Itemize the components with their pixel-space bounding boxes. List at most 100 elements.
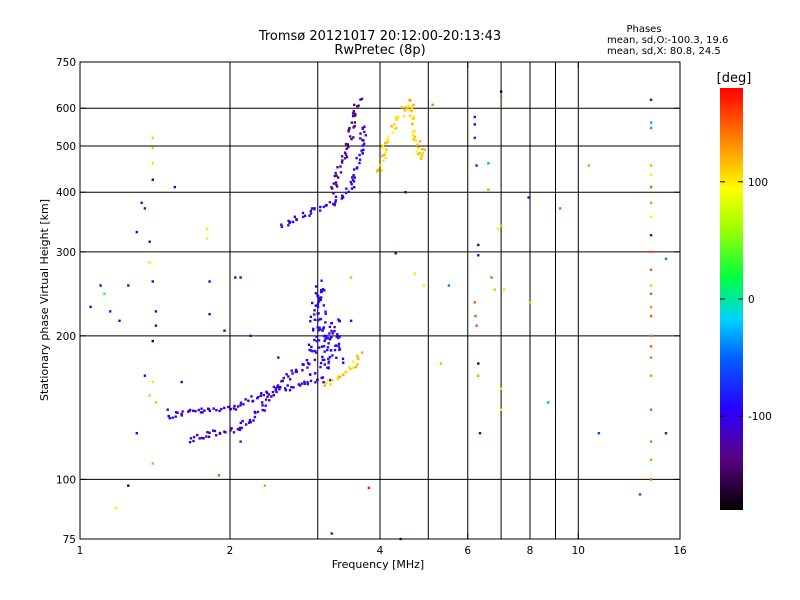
- echo-point: [344, 191, 348, 195]
- echo-point: [313, 313, 316, 316]
- echo-point: [339, 171, 343, 174]
- echo-point: [174, 411, 178, 414]
- echo-point: [319, 365, 322, 369]
- echo-point: [439, 362, 443, 365]
- echo-point: [239, 401, 243, 404]
- echo-point: [239, 276, 242, 279]
- echo-point: [319, 298, 322, 301]
- echo-point: [154, 401, 158, 404]
- echo-point: [323, 384, 326, 387]
- echo-point: [356, 105, 359, 108]
- echo-point: [300, 382, 304, 385]
- echo-point: [276, 385, 279, 389]
- echo-point: [168, 417, 171, 420]
- echo-point: [413, 272, 417, 275]
- echo-point: [431, 103, 434, 106]
- echo-point: [342, 361, 345, 364]
- echo-point: [302, 363, 305, 366]
- echo-point: [499, 387, 503, 390]
- echo-point: [649, 345, 653, 348]
- echo-point: [597, 432, 601, 435]
- echo-point: [315, 340, 319, 343]
- echo-point: [490, 276, 493, 279]
- echo-point: [406, 107, 410, 110]
- echo-point: [334, 181, 338, 184]
- echo-point: [308, 348, 311, 352]
- echo-point: [320, 290, 324, 293]
- echo-point: [384, 151, 387, 154]
- echo-point: [316, 294, 320, 298]
- echo-point: [649, 164, 653, 167]
- echo-point: [301, 369, 304, 372]
- echo-point: [363, 125, 366, 128]
- echo-point: [319, 317, 323, 321]
- echo-point: [338, 348, 341, 352]
- echo-point: [327, 360, 331, 363]
- echo-point: [331, 354, 334, 357]
- colorbar-label: [deg]: [717, 71, 752, 86]
- echo-point: [335, 335, 338, 338]
- data-points: [89, 90, 668, 541]
- echo-point: [559, 207, 562, 210]
- echo-point: [240, 426, 243, 430]
- echo-point: [349, 276, 353, 279]
- echo-point: [649, 268, 653, 271]
- echo-point: [202, 437, 205, 440]
- echo-point: [310, 345, 313, 349]
- echo-point: [151, 280, 154, 283]
- echo-point: [212, 407, 215, 410]
- echo-point: [326, 366, 329, 369]
- echo-point: [208, 280, 211, 283]
- echo-point: [206, 227, 209, 231]
- echo-point: [316, 312, 319, 315]
- echo-point: [316, 304, 319, 307]
- echo-point: [270, 395, 273, 398]
- echo-point: [174, 415, 177, 418]
- echo-point: [253, 410, 256, 414]
- echo-point: [180, 412, 183, 416]
- echo-point: [353, 124, 356, 128]
- echo-point: [361, 138, 364, 142]
- echo-point: [475, 164, 478, 167]
- echo-point: [329, 349, 333, 352]
- echo-point: [341, 357, 345, 360]
- echo-point: [303, 214, 307, 217]
- echo-point: [340, 197, 343, 200]
- echo-point: [349, 135, 352, 138]
- echo-point: [295, 370, 298, 373]
- echo-point: [353, 168, 356, 171]
- echo-point: [242, 403, 245, 406]
- echo-point: [361, 144, 365, 147]
- echo-point: [264, 404, 267, 407]
- echo-point: [353, 176, 356, 179]
- echo-point: [215, 434, 218, 437]
- echo-point: [287, 224, 290, 227]
- echo-point: [302, 215, 305, 219]
- echo-point: [354, 114, 357, 117]
- echo-point: [330, 329, 333, 333]
- echo-point: [319, 289, 323, 292]
- echo-point: [499, 408, 503, 411]
- echo-point: [312, 327, 315, 331]
- echo-point: [341, 194, 344, 197]
- echo-point: [477, 243, 480, 247]
- echo-point: [384, 156, 387, 159]
- echo-point: [474, 314, 477, 318]
- echo-point: [355, 156, 358, 160]
- echo-point: [394, 252, 397, 255]
- echo-point: [314, 285, 318, 288]
- echo-point: [196, 433, 199, 437]
- echo-point: [649, 234, 653, 237]
- echo-point: [361, 152, 364, 155]
- echo-point: [330, 379, 334, 382]
- echo-point: [345, 371, 348, 374]
- echo-point: [332, 202, 335, 206]
- echo-point: [329, 383, 332, 386]
- echo-point: [319, 209, 322, 212]
- echo-point: [410, 110, 413, 113]
- echo-point: [331, 332, 334, 335]
- echo-point: [109, 310, 112, 313]
- echo-point: [295, 218, 298, 221]
- echo-point: [336, 336, 340, 340]
